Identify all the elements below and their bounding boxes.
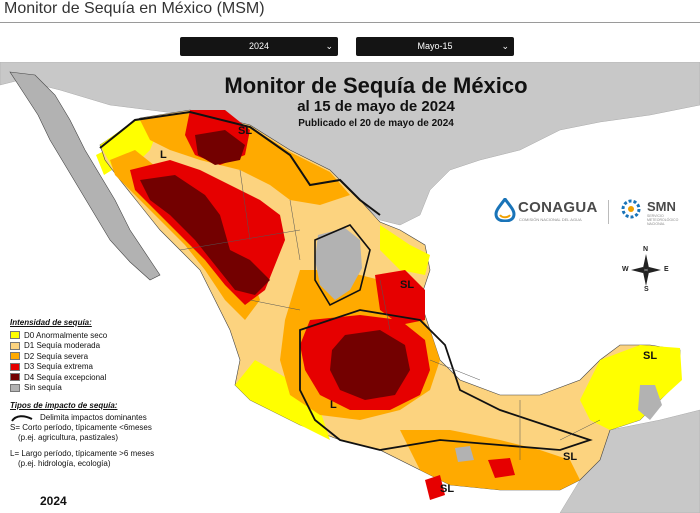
smn-name: SMN — [647, 199, 676, 214]
legend-label: D1 Sequía moderada — [24, 341, 101, 351]
legend-impact-s-example: (p.ej. agricultura, pastizales) — [18, 433, 119, 442]
legend-impact-l: L= Largo período, típicamente >6 meses — [10, 449, 155, 458]
smn-tagline: SERVICIO METEOROLÓGICO NACIONAL — [647, 214, 679, 226]
impact-label: SL — [400, 279, 414, 291]
page-title: Monitor de Sequía en México (MSM) — [4, 0, 265, 17]
legend-impact-s: S= Corto período, típicamente <6meses — [10, 423, 152, 432]
none-coahuila — [315, 228, 362, 300]
d4-central — [330, 330, 410, 400]
map-legend: Intensidad de sequía: D0 Anormalmente se… — [10, 318, 190, 469]
year-select[interactable]: 2024 ⌄ — [180, 37, 338, 56]
legend-label: D4 Sequía excepcional — [24, 372, 107, 382]
legend-impact-line-label: Delimita impactos dominantes — [40, 413, 147, 422]
d3-south-2 — [488, 458, 515, 478]
logo-divider — [608, 200, 609, 224]
impact-label: SL — [563, 451, 577, 463]
impact-label: SL — [643, 350, 657, 362]
legend-swatch — [10, 341, 20, 350]
legend-swatch — [10, 362, 20, 371]
legend-item: D0 Anormalmente seco — [10, 330, 190, 341]
map-title: Monitor de Sequía de México — [224, 73, 528, 98]
compass-e: E — [664, 266, 669, 273]
legend-impact-l-example: (p.ej. hidrología, ecología) — [18, 459, 111, 468]
d0-east — [380, 225, 430, 275]
impact-line-coahuila — [314, 224, 371, 307]
legend-item: Sin sequía — [10, 383, 190, 394]
legend-impact-heading: Tipos de impacto de sequía: — [10, 401, 118, 410]
compass-rose: N S E W — [621, 246, 671, 294]
legend-item: D2 Sequía severa — [10, 351, 190, 362]
drought-map: SL L SL L SL SL SL — [0, 62, 700, 513]
none-yucatan — [638, 385, 662, 420]
d3-tamaulipas — [375, 270, 425, 325]
legend-label: D0 Anormalmente seco — [24, 330, 108, 340]
none-oaxaca — [455, 446, 474, 462]
d0-yucatan — [580, 345, 682, 430]
d0-pacific-south — [235, 360, 330, 440]
d4-chihuahua — [140, 175, 270, 295]
legend-intensity-heading: Intensidad de sequía: — [10, 318, 92, 327]
compass-n: N — [643, 246, 649, 253]
legend-swatch — [10, 331, 20, 340]
legend-swatch — [10, 383, 20, 392]
compass-icon — [631, 254, 661, 286]
map-subtitle: al 15 de mayo de 2024 — [297, 98, 455, 115]
legend-item: D3 Sequía extrema — [10, 362, 190, 373]
d3-south-1 — [425, 475, 445, 500]
impact-line-central — [299, 309, 593, 451]
legend-impact-line-item: Delimita impactos dominantes — [10, 413, 190, 423]
map-year-label: 2024 — [40, 494, 67, 508]
legend-item: D1 Sequía moderada — [10, 341, 190, 352]
baja-yellow — [96, 150, 112, 175]
chevron-down-icon: ⌄ — [501, 41, 509, 51]
impact-line-icon — [11, 415, 33, 422]
conagua-logo: CONAGUA COMISIÓN NACIONAL DEL AGUA — [494, 196, 606, 230]
legend-label: Sin sequía — [24, 383, 62, 393]
impact-label: L — [330, 399, 337, 411]
legend-label: D3 Sequía extrema — [24, 362, 93, 372]
smn-logo: SMN SERVICIO METEOROLÓGICO NACIONAL — [619, 196, 694, 230]
compass-s: S — [644, 286, 649, 293]
baja-california — [9, 71, 161, 281]
state-borders — [179, 169, 601, 460]
year-select-value: 2024 — [248, 41, 270, 51]
conagua-name: CONAGUA — [518, 199, 598, 216]
map-published-date: Publicado el 20 de mayo de 2024 — [298, 118, 454, 129]
usa-land — [0, 62, 700, 226]
impact-label: SL — [238, 125, 252, 137]
smn-gear-icon — [621, 199, 641, 219]
title-divider — [0, 22, 700, 23]
impact-label: L — [160, 149, 167, 161]
conagua-drop-icon — [494, 198, 516, 222]
legend-label: D2 Sequía severa — [24, 351, 89, 361]
impact-label: SL — [440, 483, 454, 495]
impact-line-north — [99, 110, 381, 216]
conagua-tagline: COMISIÓN NACIONAL DEL AGUA — [519, 217, 582, 222]
d4-north — [195, 130, 245, 165]
date-select[interactable]: Mayo-15 ⌄ — [356, 37, 514, 56]
compass-w: W — [622, 266, 629, 273]
legend-swatch — [10, 352, 20, 361]
chevron-down-icon: ⌄ — [325, 41, 333, 51]
legend-item: D4 Sequía excepcional — [10, 372, 190, 383]
legend-swatch — [10, 373, 20, 382]
date-select-value: Mayo-15 — [417, 41, 453, 51]
